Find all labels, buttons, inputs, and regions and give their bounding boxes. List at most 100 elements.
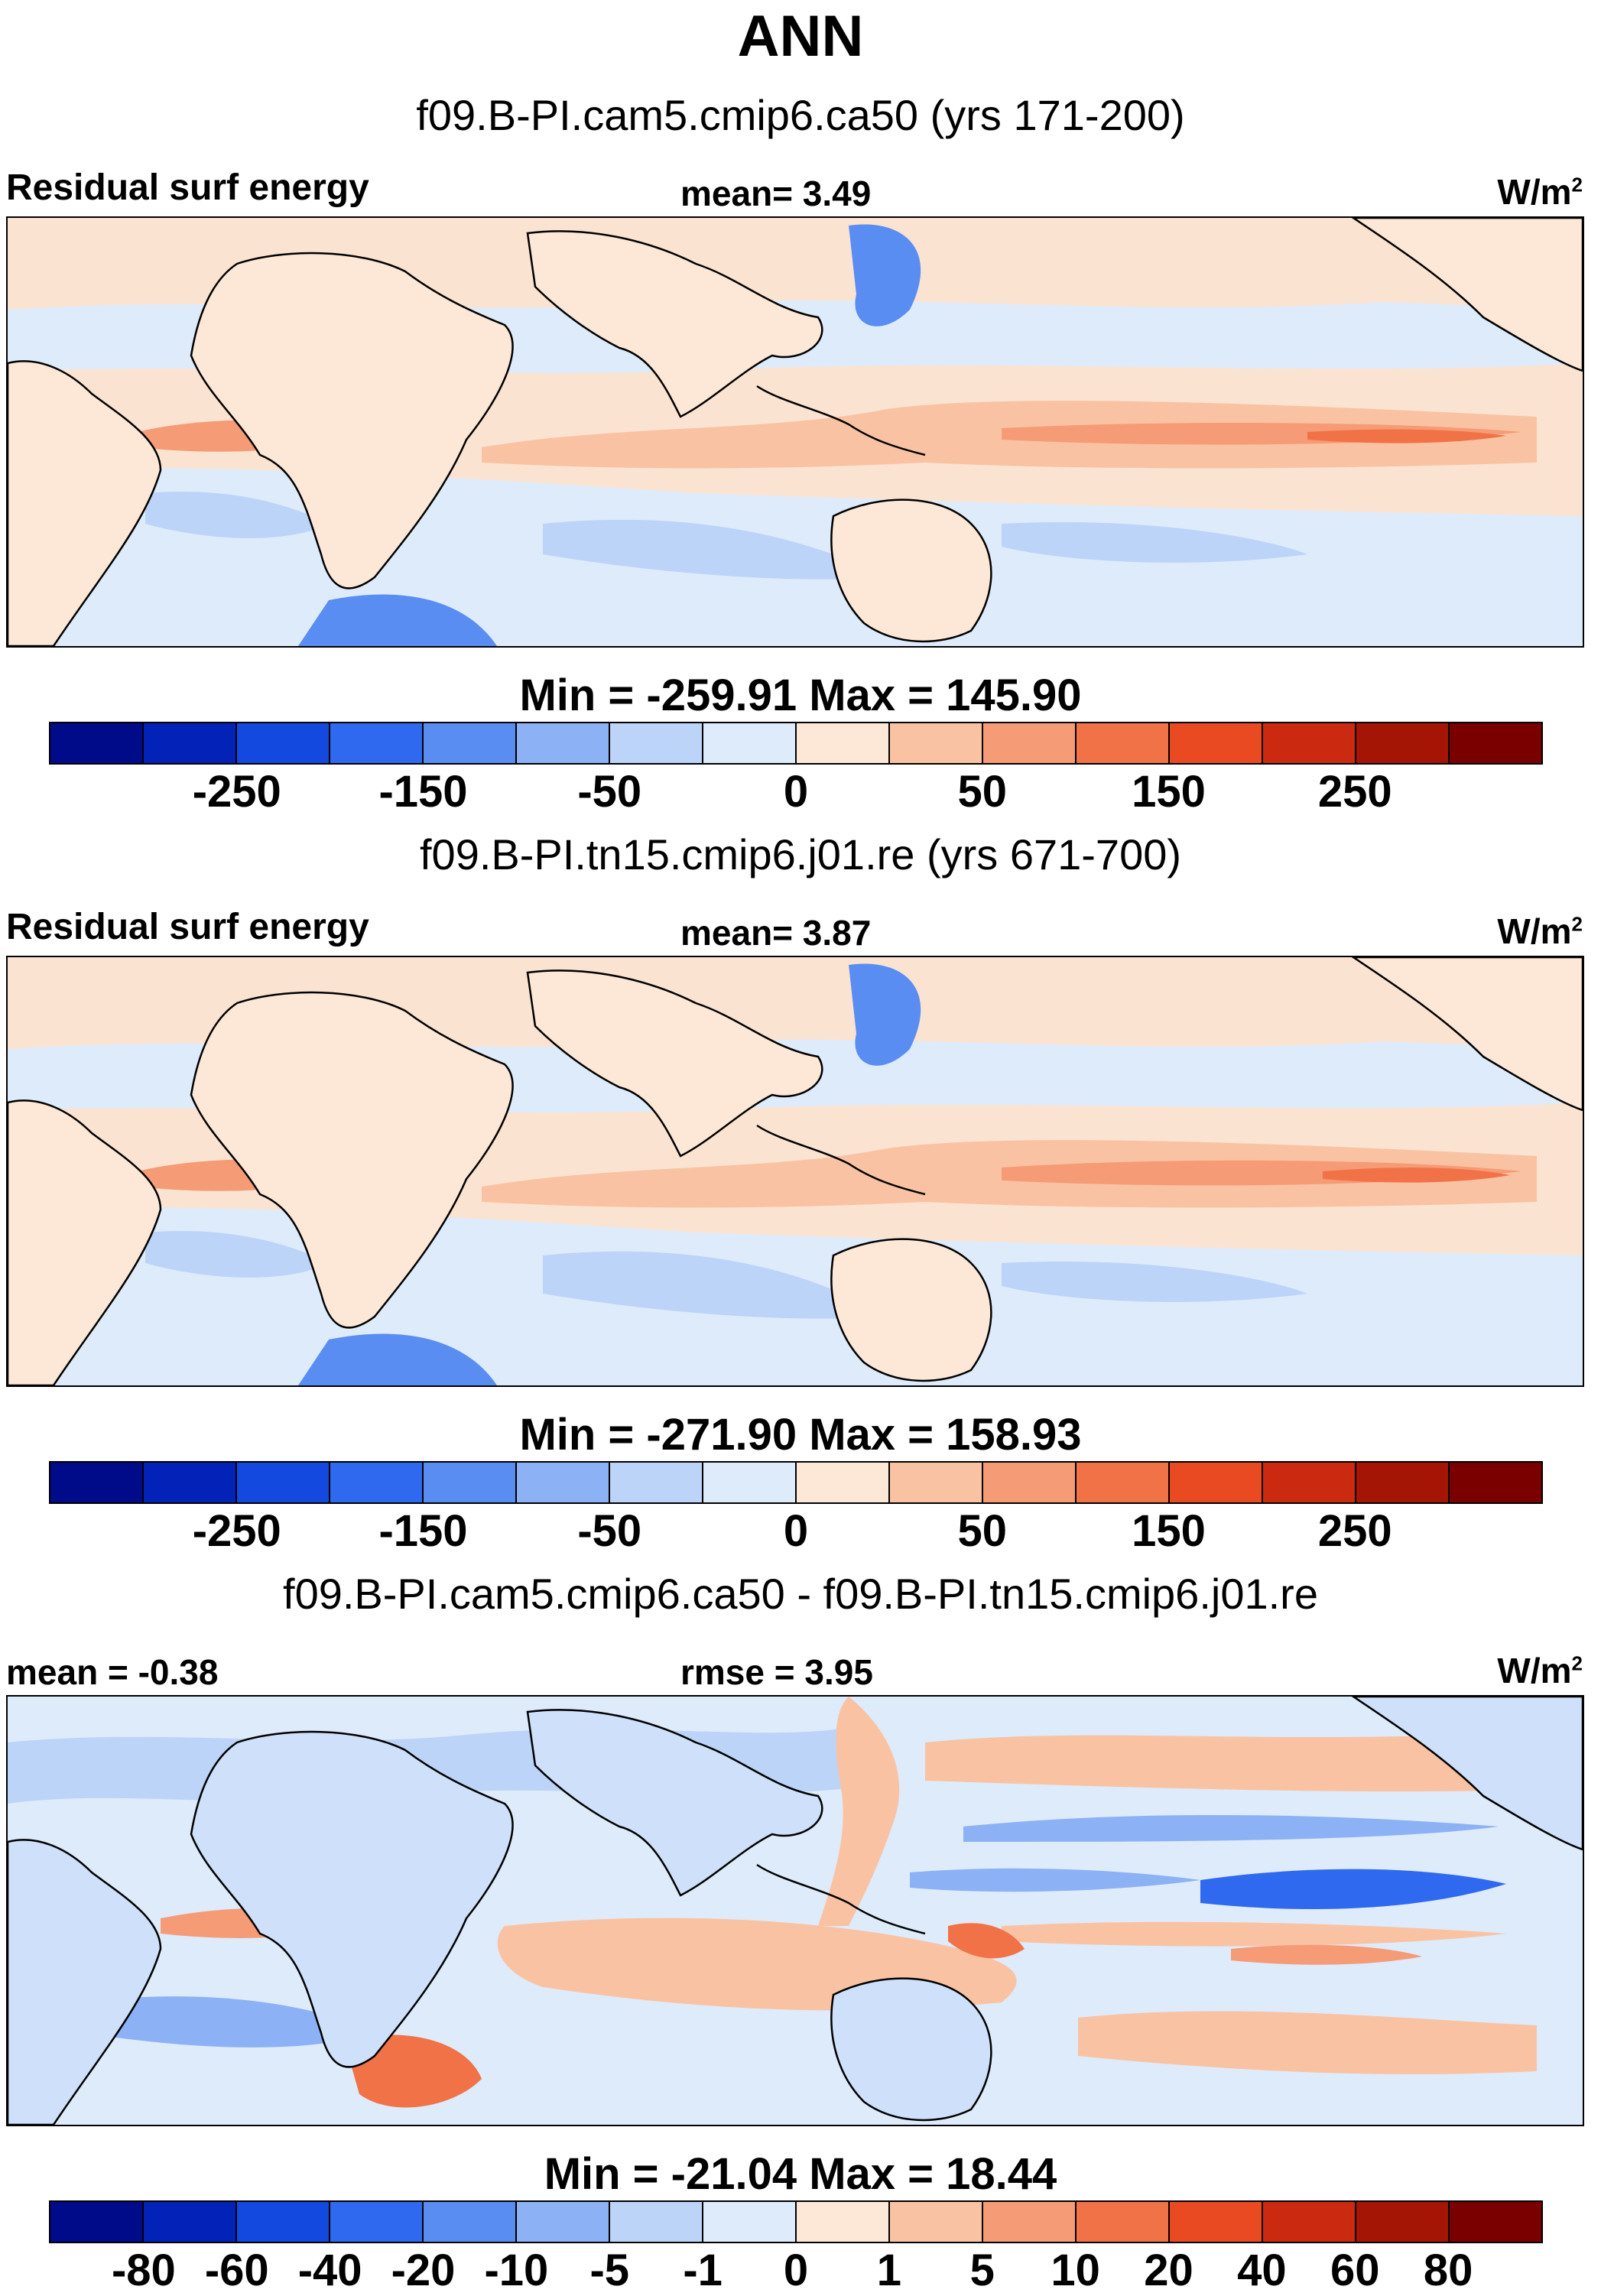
panel-2-case-title: f09.B-PI.tn15.cmip6.j01.re (yrs 671-700)	[419, 830, 1182, 878]
colorbar-tick-label: -150	[378, 767, 468, 817]
agulhas-warm	[344, 2035, 482, 2108]
kuroshio-warm	[818, 1697, 900, 1926]
colorbar-tick-label: -250	[192, 1506, 281, 1556]
colorbar-swatch	[890, 2202, 983, 2242]
panel-1-colorbar	[49, 722, 1543, 765]
panel-3-colorbar	[49, 2200, 1543, 2243]
panel-2-units: W/m2	[1497, 911, 1583, 951]
africa-outline	[190, 1730, 514, 2068]
colorbar-swatch	[330, 723, 424, 763]
colorbar-swatch	[610, 1463, 703, 1502]
north-america-outline	[1351, 1697, 1583, 1851]
colorbar-swatch	[797, 723, 890, 763]
south-pacific-warm-core	[1231, 1944, 1422, 1965]
panel-1-minmax: Min = -259.91 Max = 145.90	[519, 671, 1082, 720]
indian-ocean-low	[543, 519, 887, 580]
north-america-outline	[1351, 957, 1583, 1112]
agulhas-low	[298, 594, 497, 646]
panel-3-units: W/m2	[1497, 1651, 1583, 1690]
colorbar-swatch	[890, 723, 983, 763]
colorbar-swatch	[890, 1463, 983, 1502]
panel-3-map-canvas	[8, 1697, 1583, 2125]
asia-outline	[526, 969, 823, 1158]
colorbar-tick-label: -50	[577, 1506, 642, 1556]
colorbar-tick-label: -5	[589, 2246, 630, 2295]
colorbar-tick-label: -80	[111, 2246, 176, 2295]
colorbar-swatch	[1263, 2202, 1356, 2242]
colorbar-tick-label: 20	[1144, 2246, 1193, 2295]
colorbar-tick-label: 10	[1051, 2246, 1100, 2295]
colorbar-swatch	[517, 723, 610, 763]
colorbar-tick-label: 1	[876, 2246, 901, 2295]
south-america-outline	[8, 1099, 162, 1385]
colorbar-swatch	[983, 2202, 1077, 2242]
colorbar-tick-label: 250	[1317, 1506, 1392, 1556]
east-pacific-strong-low	[1200, 1869, 1506, 1909]
colorbar-swatch	[1263, 723, 1356, 763]
north-pacific-low	[963, 1815, 1499, 1842]
colorbar-tick-label: 50	[957, 1506, 1007, 1556]
panel-3-map	[6, 1695, 1584, 2126]
colorbar-swatch	[1077, 1463, 1170, 1502]
colorbar-swatch	[517, 1463, 610, 1502]
colorbar-swatch	[1450, 2202, 1541, 2242]
colorbar-swatch	[237, 723, 330, 763]
north-america-outline	[1351, 218, 1583, 372]
south-pacific-low	[1002, 522, 1307, 563]
colorbar-tick-label: 0	[783, 1506, 809, 1556]
panel-3-mean: mean = -0.38	[6, 1652, 219, 1692]
panel-1-mean: mean= 3.49	[680, 174, 872, 213]
central-pacific-low	[910, 1868, 1200, 1892]
panel-2-map-canvas	[8, 957, 1583, 1385]
panel-2-variable-label: Residual surf energy	[6, 907, 369, 947]
colorbar-tick-label: 40	[1237, 2246, 1287, 2295]
panel-2-minmax: Min = -271.90 Max = 158.93	[519, 1410, 1082, 1460]
agulhas-low	[298, 1333, 497, 1385]
australia-outline	[830, 498, 992, 643]
south-pacific-low	[1002, 1262, 1307, 1302]
colorbar-swatch	[1077, 723, 1170, 763]
colorbar-swatch	[610, 2202, 703, 2242]
colorbar-swatch	[237, 2202, 330, 2242]
colorbar-tick-label: -1	[683, 2246, 723, 2295]
colorbar-tick-label: 80	[1423, 2246, 1473, 2295]
colorbar-tick-label: 150	[1132, 767, 1206, 817]
colorbar-swatch	[703, 723, 797, 763]
colorbar-tick-label: 5	[969, 2246, 995, 2295]
colorbar-swatch	[983, 723, 1077, 763]
colorbar-tick-label: 60	[1330, 2246, 1380, 2295]
maritime-continent-outline	[756, 1124, 926, 1196]
north-pacific-warm	[925, 1735, 1583, 1792]
panel-3-minmax: Min = -21.04 Max = 18.44	[544, 2149, 1057, 2199]
panel-2-colorbar	[49, 1461, 1543, 1504]
colorbar-tick-label: -60	[204, 2246, 269, 2295]
south-america-outline	[8, 1839, 162, 2125]
indian-ocean-low	[543, 1251, 887, 1319]
east-pacific-core	[1323, 1167, 1510, 1183]
australia-outline	[830, 1238, 992, 1382]
colorbar-swatch	[983, 1463, 1077, 1502]
colorbar-swatch	[797, 1463, 890, 1502]
panel-1-variable-label: Residual surf energy	[6, 167, 369, 208]
colorbar-swatch	[1170, 723, 1263, 763]
colorbar-swatch	[424, 2202, 517, 2242]
south-atlantic-low	[145, 492, 329, 538]
colorbar-swatch	[144, 2202, 237, 2242]
colorbar-swatch	[50, 1463, 144, 1502]
colorbar-tick-label: -150	[378, 1506, 468, 1556]
colorbar-swatch	[797, 2202, 890, 2242]
colorbar-swatch	[424, 1463, 517, 1502]
colorbar-swatch	[330, 1463, 424, 1502]
colorbar-swatch	[237, 1463, 330, 1502]
south-atlantic-low	[84, 1996, 375, 2048]
australia-outline	[830, 1977, 992, 2122]
colorbar-tick-label: -40	[297, 2246, 362, 2295]
colorbar-swatch	[610, 723, 703, 763]
colorbar-tick-label: 0	[783, 767, 809, 817]
colorbar-tick-label: 0	[783, 2246, 809, 2295]
colorbar-swatch	[703, 2202, 797, 2242]
colorbar-swatch	[703, 1463, 797, 1502]
maritime-warm-core	[948, 1923, 1025, 1959]
panel-1-map-canvas	[8, 218, 1583, 646]
colorbar-tick-label: 50	[957, 767, 1007, 817]
